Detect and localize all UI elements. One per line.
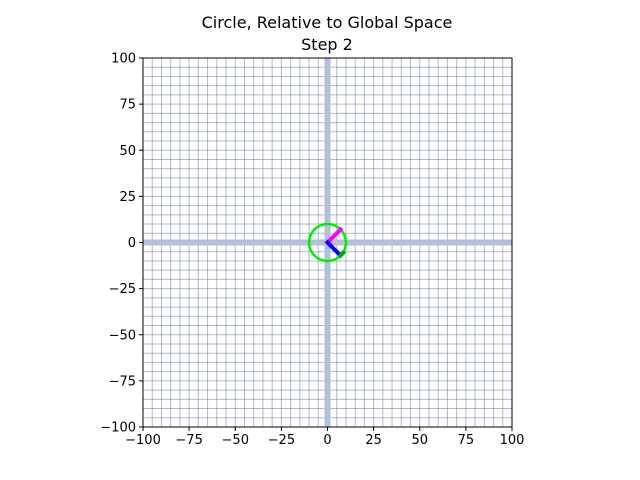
x-tick-label: −50 <box>222 433 249 448</box>
plot-area: −100 −75 −50 −25 0 25 50 75 100 −100 −75 −50 −25 0 25 5… <box>100 52 524 449</box>
x-tick-label: 75 <box>458 433 475 448</box>
vector-segment-3 <box>337 250 347 259</box>
chart-subtitle: Step 2 <box>301 35 353 54</box>
x-tick-label: −100 <box>125 433 161 448</box>
vector-segment-1 <box>324 226 344 246</box>
y-tick-label: −100 <box>100 421 136 436</box>
vector-segment-2 <box>324 239 344 259</box>
x-tick-label: 25 <box>365 433 382 448</box>
x-tick-label: −75 <box>175 433 202 448</box>
y-tick-label: −50 <box>109 328 136 343</box>
y-tick-label: −75 <box>109 374 136 389</box>
x-tick-label: 50 <box>411 433 428 448</box>
y-tick-label: 75 <box>119 98 136 113</box>
y-tick-label: 50 <box>119 144 136 159</box>
circle-outline <box>307 222 348 263</box>
y-tick-label: 25 <box>119 190 136 205</box>
x-tick-label: 100 <box>500 433 525 448</box>
y-tick-label: 100 <box>111 52 136 67</box>
chart-title: Circle, Relative to Global Space <box>202 13 453 32</box>
y-tick-label: 0 <box>128 236 136 251</box>
y-tick-label: −25 <box>109 282 136 297</box>
x-tick-label: −25 <box>268 433 295 448</box>
x-tick-label: 0 <box>323 433 331 448</box>
